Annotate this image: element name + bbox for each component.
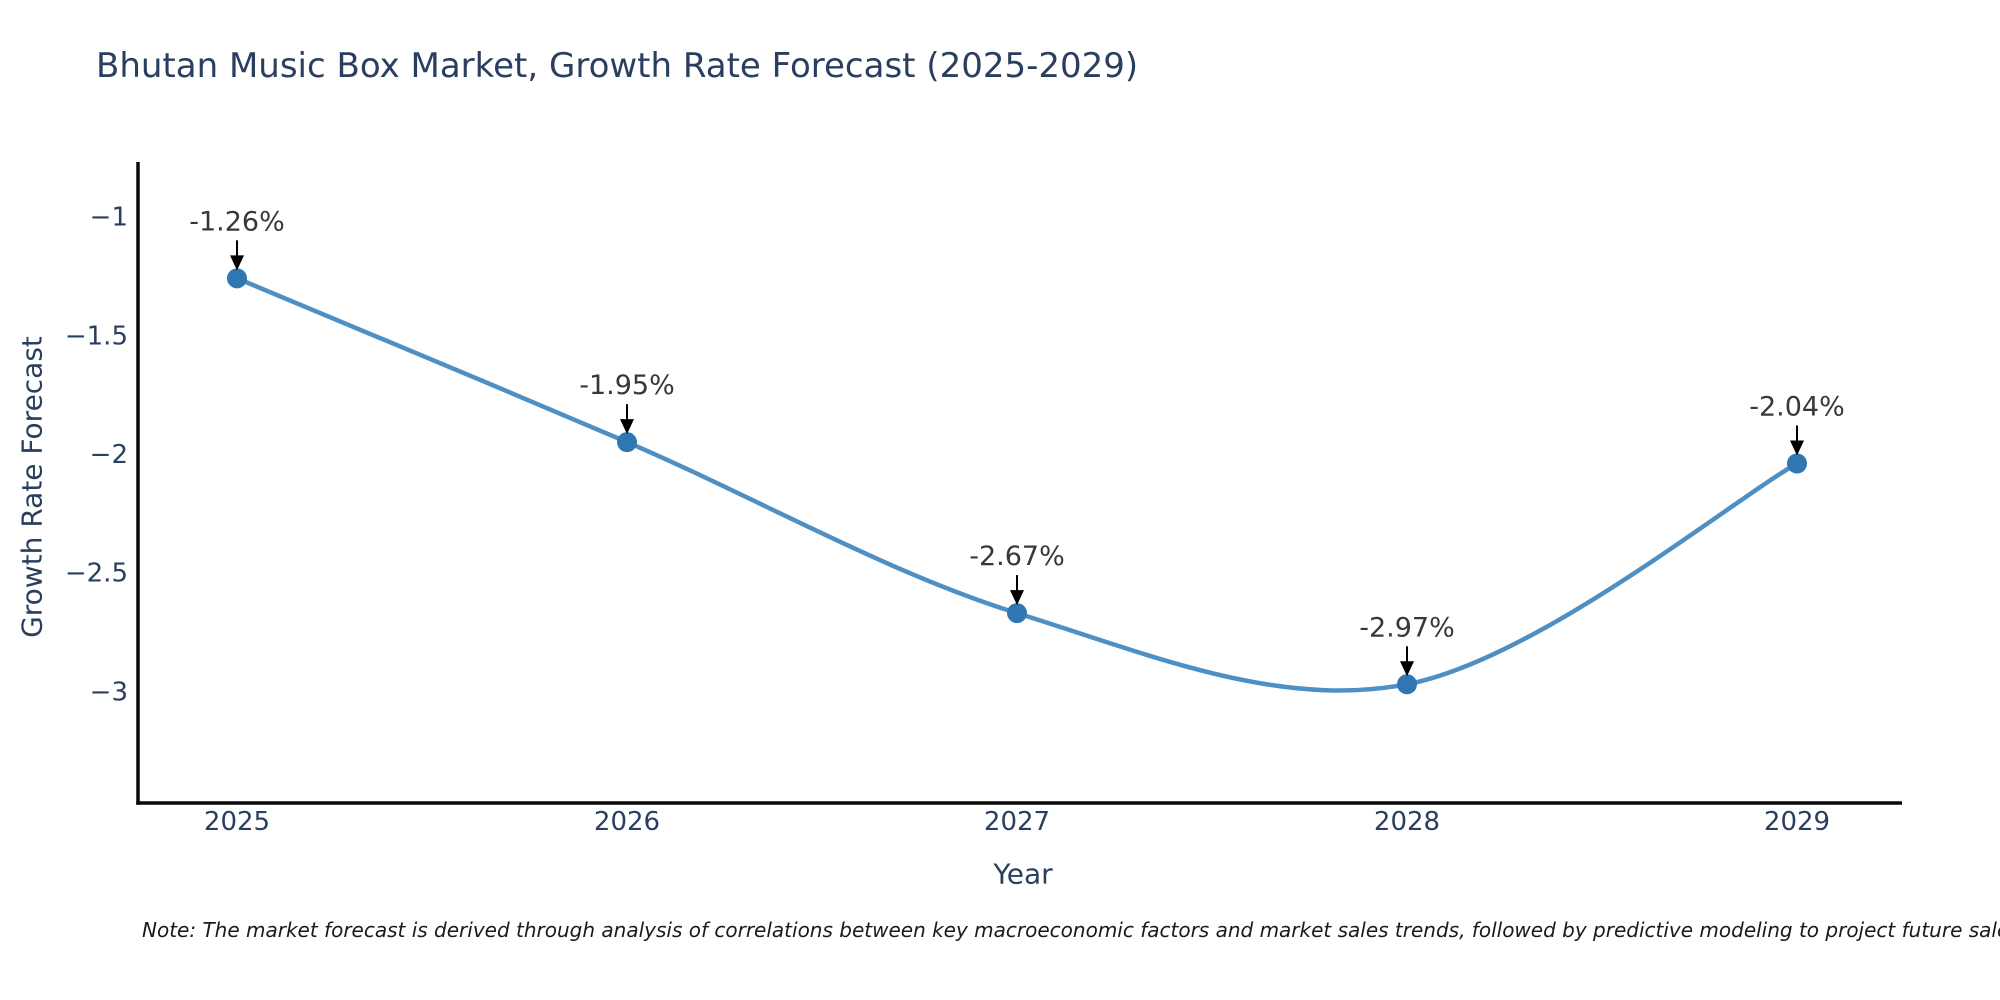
x-tick-label: 2028 [1374,807,1440,837]
y-tick-label: −3 [90,677,128,707]
data-point-label: -2.04% [1749,392,1845,423]
data-point-label: -1.26% [189,206,285,237]
y-tick-label: −2 [90,440,128,470]
x-tick-label: 2026 [594,807,660,837]
annotation-arrowhead [1400,661,1414,677]
data-point-label: -2.97% [1359,612,1455,643]
x-axis-title: Year [993,857,1053,891]
x-tick-label: 2027 [984,807,1050,837]
data-point-marker[interactable] [227,268,247,289]
footnote: Note: The market forecast is derived thr… [142,918,2000,942]
data-point-label: -1.95% [579,370,675,401]
y-axis-title: Growth Rate Forecast [15,336,49,638]
annotation-arrowhead [1010,590,1024,606]
series-line [234,276,1800,693]
y-tick-label: −1.5 [65,321,128,351]
data-point-marker[interactable] [1787,453,1807,474]
annotation-arrowhead [620,419,634,435]
data-point-label: -2.67% [969,541,1065,572]
x-tick-label: 2025 [204,807,270,837]
y-tick-label: −1 [90,203,128,233]
x-tick-label: 2029 [1764,807,1830,837]
annotation-arrowhead [1790,440,1804,456]
y-tick-label: −2.5 [65,559,128,589]
data-point-marker[interactable] [617,432,637,453]
data-point-marker[interactable] [1007,603,1027,624]
data-point-marker[interactable] [1397,674,1417,695]
annotation-arrowhead [230,255,244,271]
chart-title: Bhutan Music Box Market, Growth Rate For… [96,46,1139,86]
